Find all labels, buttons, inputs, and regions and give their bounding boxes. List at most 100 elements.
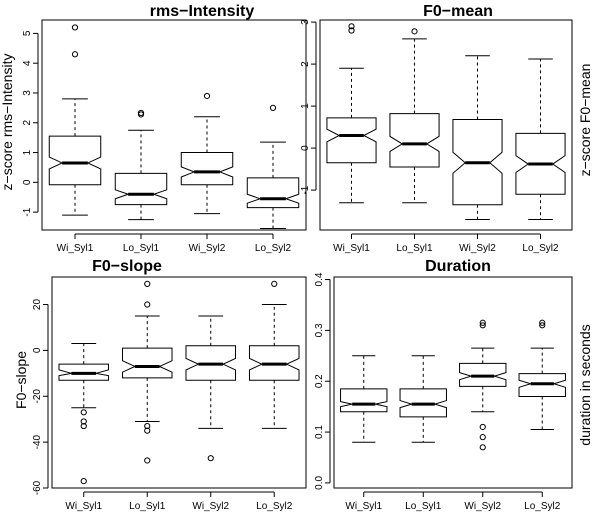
y-tick-label: 0 [300,145,311,151]
outlier-point [479,434,486,441]
outlier-point [80,478,87,485]
box-Wi_Syl2 [185,315,237,462]
x-tick-label: Wi_Syl1 [333,243,370,254]
y-tick-label: 0.1 [314,425,325,439]
outlier-point [269,104,277,111]
plot-frame [51,276,307,489]
outlier-point [144,427,151,434]
chart-title: rms−Intensity [150,3,255,20]
y-tick-label: 3 [300,19,311,25]
outlier-point [144,280,151,287]
box-Lo_Syl1 [114,109,168,221]
plot-frame [319,19,573,231]
x-tick-label: Wi_Syl1 [57,243,94,254]
x-tick-label: Wi_Syl2 [189,243,226,254]
box-Lo_Syl2 [515,58,566,220]
box-body [48,135,102,186]
box-Wi_Syl2 [452,55,503,220]
x-tick-label: Wi_Syl2 [459,243,496,254]
outlier-point [80,418,87,425]
outlier-point [348,23,355,30]
x-tick-label: Lo_Syl2 [524,501,561,512]
y-tick-label: 5 [22,30,33,36]
y-tick-label: 0.2 [314,374,325,388]
x-tick-label: Wi_Syl2 [192,501,229,512]
box-body [326,117,377,164]
outlier-point [71,24,79,31]
y-axis-label: z−score F0−mean [577,64,593,177]
x-tick-label: Wi_Syl2 [464,501,501,512]
box-body [180,152,234,186]
y-axis-label: z−score rms−Intensity [0,54,15,191]
outlier-point [207,455,214,462]
box-body [340,388,388,413]
box-Wi_Syl2 [459,319,507,451]
chart-title: F0−slope [92,258,162,275]
x-tick-label: Lo_Syl2 [256,501,293,512]
x-tick-label: Lo_Syl1 [396,243,433,254]
outlier-point [80,422,87,430]
outlier-point [137,109,145,117]
box-Lo_Syl1 [399,355,447,443]
outlier-point [479,322,486,329]
outlier-point [144,422,151,430]
box-Wi_Syl1 [326,23,377,204]
chart-title: F0−mean [423,3,493,20]
y-axis-label: F0−slope [13,351,29,409]
y-tick-label: 0.3 [314,323,325,337]
box-body [389,113,440,168]
outlier-point [539,319,546,326]
box-Wi_Syl1 [340,355,388,443]
x-tick-label: Lo_Syl1 [405,501,442,512]
y-tick-label: 0 [32,347,43,353]
y-tick-label: -40 [32,434,43,449]
y-tick-label: 1 [22,149,33,155]
outlier-point [271,280,278,287]
y-tick-label: -60 [32,480,43,495]
rms-intensity-panel: rms−Intensity z−score rms−Intensity -1 0 1… [0,3,307,254]
f0-slope-panel: F0−slope F0−slope -60 -40 -20 0 20 Wi_Syl1 Lo_… [13,258,307,512]
outlier-point [411,28,418,35]
plot-frame [333,276,573,489]
y-tick-label: 0 [22,179,33,185]
outlier-point [203,92,211,100]
duration-panel: Duration duration in seconds 0.0 0.1 0.2 0.… [314,258,593,512]
outlier-point [144,301,151,308]
y-tick-label: 0.4 [314,272,325,286]
outlier-point [479,444,486,451]
outlier-point [71,51,79,58]
x-tick-label: Lo_Syl2 [522,243,559,254]
box-Wi_Syl1 [58,343,110,485]
x-tick-label: Wi_Syl1 [345,501,382,512]
x-tick-label: Wi_Syl1 [65,501,102,512]
y-tick-label: 4 [22,60,33,66]
y-tick-label: 0.0 [314,476,325,490]
outlier-point [144,457,151,464]
plot-frame [41,19,307,231]
y-tick-label: 2 [300,61,311,67]
outlier-point [80,409,87,416]
box-Wi_Syl2 [180,92,234,215]
chart-title: Duration [425,258,491,275]
y-tick-label: -1 [22,207,33,216]
y-tick-label: 20 [32,299,43,311]
box-body [121,347,173,379]
x-tick-label: Lo_Syl2 [255,243,292,254]
y-tick-label: 2 [22,120,33,126]
y-axis-label: duration in seconds [577,324,593,445]
box-Lo_Syl2 [518,319,566,431]
box-Lo_Syl1 [121,280,173,464]
outlier-point [348,27,355,34]
box-Lo_Syl2 [246,104,300,230]
y-tick-label: -20 [32,389,43,404]
y-tick-label: -1 [300,185,311,194]
outlier-point [479,423,486,431]
f0-mean-panel: F0−mean z−score F0−mean -1 0 1 2 3 Wi_Syl1 Lo_… [300,3,593,254]
x-tick-label: Lo_Syl1 [129,501,166,512]
outlier-point [479,319,486,326]
box-Lo_Syl1 [389,28,440,204]
y-tick-label: 1 [300,103,311,109]
box-body [114,172,168,206]
box-Wi_Syl1 [48,24,102,216]
